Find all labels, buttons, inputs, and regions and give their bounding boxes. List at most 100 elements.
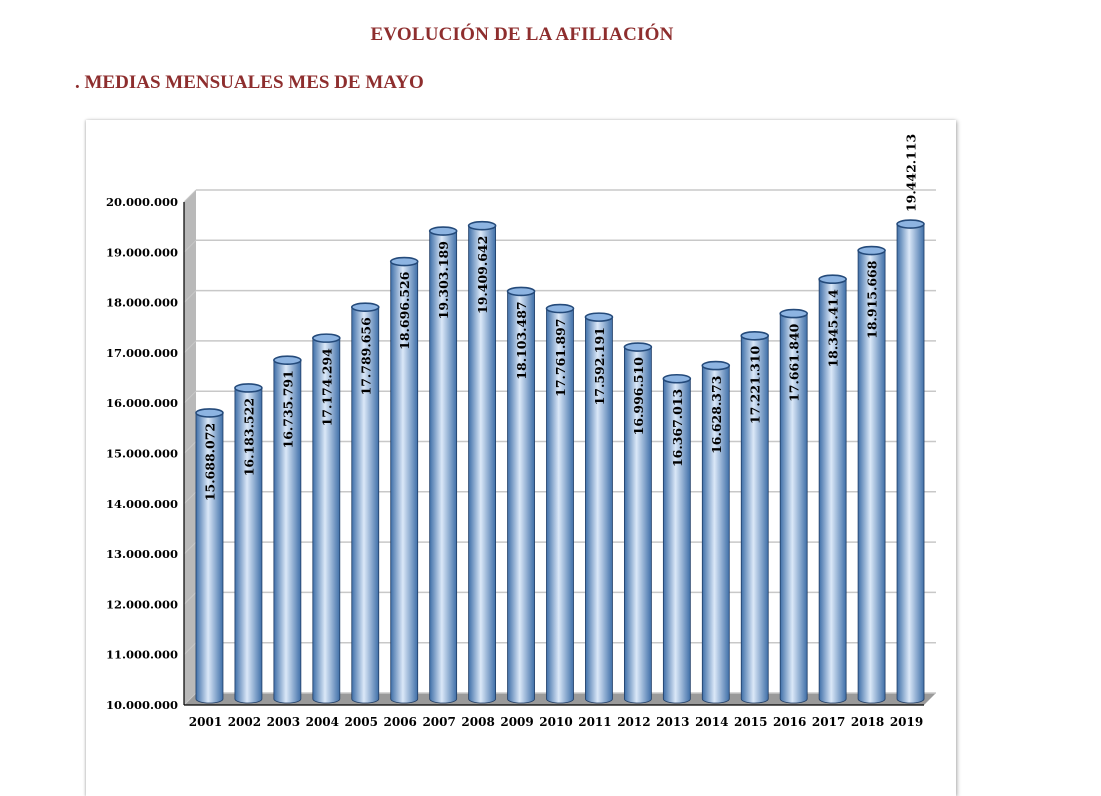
data-label: 15.688.072 <box>202 423 217 501</box>
data-label: 18.915.668 <box>865 260 880 339</box>
data-label: 17.592.191 <box>592 327 607 405</box>
bar-body <box>740 335 769 704</box>
x-tick-label: 2016 <box>773 715 806 729</box>
x-tick-label: 2018 <box>851 715 884 729</box>
bar-body <box>312 337 341 704</box>
x-tick-label: 2010 <box>539 715 572 729</box>
y-tick-label: 12.000.000 <box>106 597 178 611</box>
bar-body <box>468 225 497 704</box>
data-label: 16.628.373 <box>709 376 724 454</box>
bar-top <box>234 383 263 393</box>
bar-top <box>389 256 419 267</box>
bar-body <box>234 387 263 704</box>
bar-top <box>545 303 575 314</box>
x-tick-label: 2005 <box>345 715 378 729</box>
bar <box>779 308 808 704</box>
x-tick-label: 2008 <box>461 715 494 729</box>
data-label: 16.996.510 <box>631 357 646 436</box>
bar-body <box>429 230 458 704</box>
bar-top <box>273 355 302 365</box>
bar <box>896 219 925 704</box>
gridline-diagonal <box>183 239 197 253</box>
bar <box>312 333 341 704</box>
y-tick-label: 16.000.000 <box>106 396 178 410</box>
bar-top <box>662 373 692 384</box>
bar-top <box>428 226 458 236</box>
gridline-diagonal <box>183 340 197 354</box>
bar-body <box>818 278 847 704</box>
data-label: 18.103.487 <box>514 301 529 379</box>
bar <box>195 408 224 704</box>
gridline-diagonal <box>183 290 197 303</box>
data-label: 16.735.791 <box>280 370 295 448</box>
bar <box>857 245 886 704</box>
bar <box>701 360 731 704</box>
data-label: 18.696.526 <box>397 271 412 350</box>
gridline-diagonal <box>183 541 197 555</box>
bar <box>506 286 536 704</box>
data-label: 17.174.294 <box>319 348 334 427</box>
y-tick-label: 17.000.000 <box>106 346 178 360</box>
bar-body <box>623 346 652 704</box>
bar-top <box>701 360 731 371</box>
bar-body <box>351 306 380 704</box>
x-tick-label: 2007 <box>422 715 455 729</box>
bar-top <box>779 308 808 319</box>
bar-body <box>779 313 808 704</box>
data-label: 18.345.414 <box>826 289 841 368</box>
bar-top <box>896 219 925 229</box>
bar-top <box>467 220 497 231</box>
bar <box>273 355 302 704</box>
bar-top <box>350 302 380 312</box>
y-tick-label: 19.000.000 <box>106 245 178 259</box>
bar-top <box>740 330 770 341</box>
x-tick-label: 2002 <box>228 715 261 729</box>
data-label: 16.367.013 <box>670 389 685 467</box>
bar-body <box>195 412 224 704</box>
gridline-diagonal <box>183 441 197 454</box>
y-tick-label: 13.000.000 <box>106 547 178 561</box>
bar <box>545 303 575 704</box>
data-label: 17.221.310 <box>748 345 763 424</box>
bar-body <box>585 316 613 704</box>
bar-body <box>662 378 691 704</box>
x-tick-label: 2004 <box>306 715 339 729</box>
gridline-diagonal <box>183 189 197 203</box>
bar-top <box>818 274 847 285</box>
bar-top <box>195 408 224 418</box>
x-tick-label: 2006 <box>384 715 417 729</box>
bar-top <box>584 312 614 322</box>
y-tick-label: 20.000.000 <box>106 195 178 209</box>
y-tick-label: 18.000.000 <box>106 296 178 310</box>
gridline-diagonal <box>183 390 197 404</box>
bar <box>740 330 770 704</box>
page-title: EVOLUCIÓN DE LA AFILIACIÓN <box>370 24 674 45</box>
bar <box>467 220 497 704</box>
y-tick-label: 11.000.000 <box>106 648 178 662</box>
data-label: 19.303.189 <box>436 241 451 319</box>
data-label: 19.442.113 <box>904 134 919 212</box>
bar <box>428 226 458 704</box>
y-tick-label: 14.000.000 <box>106 497 178 511</box>
x-tick-label: 2011 <box>578 715 611 729</box>
x-tick-label: 2019 <box>890 715 923 729</box>
bar-body <box>857 250 886 704</box>
bar <box>234 383 263 704</box>
data-label: 16.183.522 <box>241 398 256 476</box>
bar-body <box>896 223 925 704</box>
x-tick-label: 2003 <box>267 715 300 729</box>
data-label: 17.661.840 <box>787 323 802 402</box>
gridline-diagonal <box>183 692 197 706</box>
bar-top <box>312 333 341 343</box>
bar-top <box>623 342 653 352</box>
bar-body <box>701 365 730 704</box>
x-tick-label: 2014 <box>695 715 728 729</box>
gridline-diagonal <box>183 592 197 605</box>
bar-body <box>546 308 574 704</box>
bar-top <box>506 286 536 297</box>
gridline-diagonal <box>183 642 197 656</box>
x-tick-label: 2012 <box>617 715 650 729</box>
bar <box>818 274 847 704</box>
y-tick-label: 10.000.000 <box>106 698 178 712</box>
bar-chart: 10.000.000 11.000.000 12.000.000 13.000.000… <box>106 134 936 729</box>
